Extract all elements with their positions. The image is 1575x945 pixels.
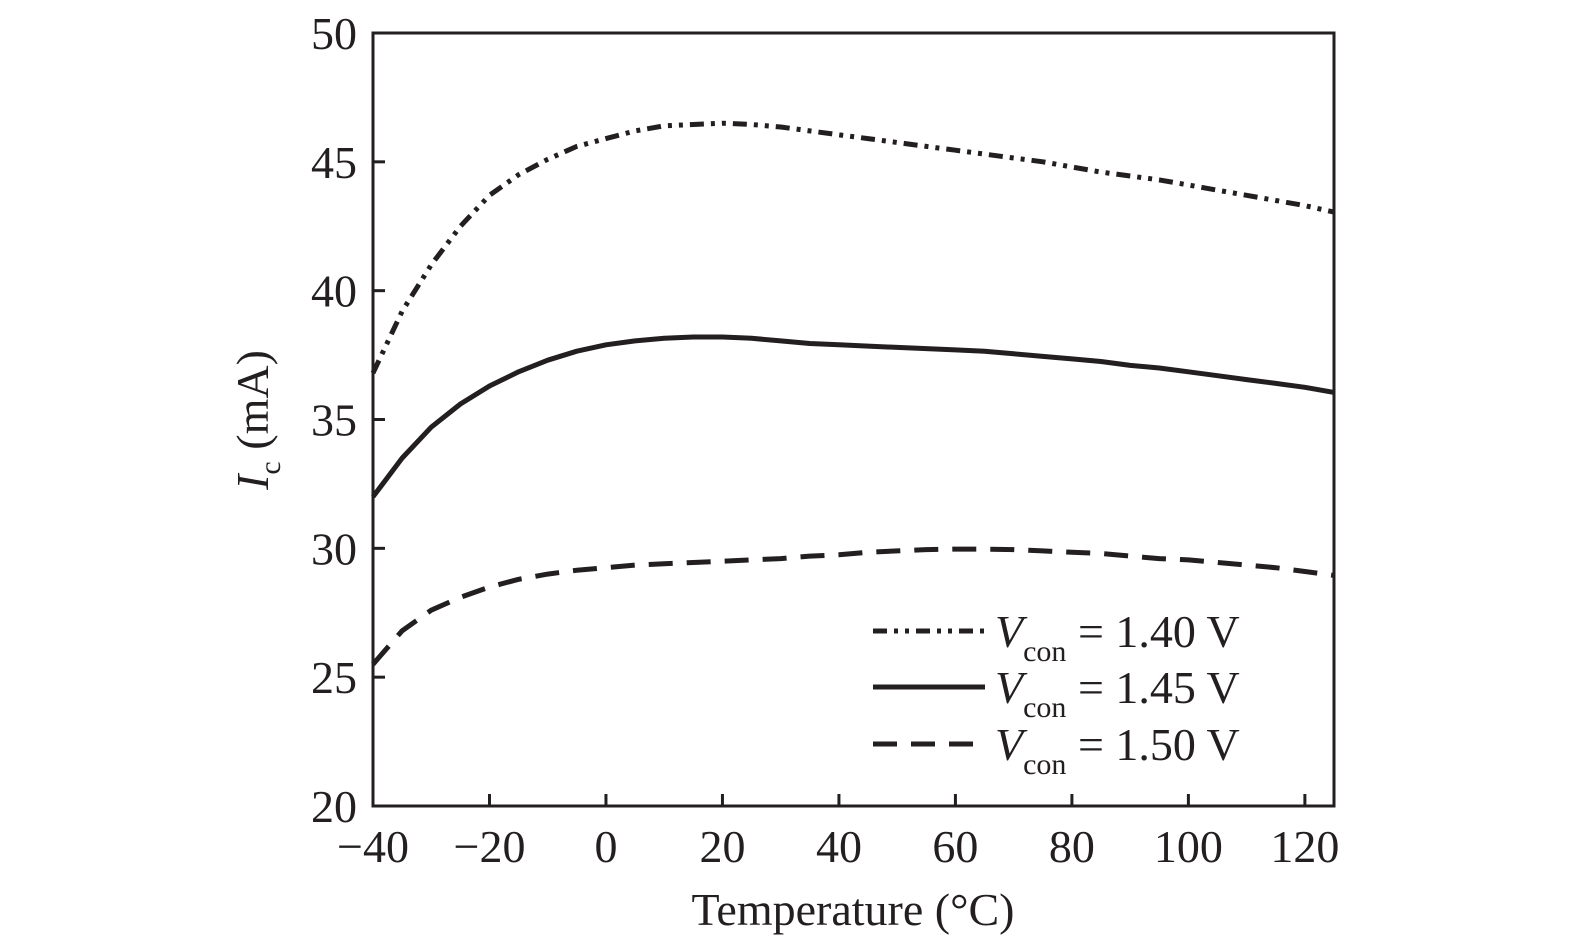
y-tick-label: 35 <box>311 395 357 446</box>
y-tick-label: 20 <box>311 781 357 832</box>
tick-labels: −40 −20 0 20 40 60 80 100 120 20 25 30 35 40 45 50 <box>311 8 1339 872</box>
x-tick-label: 120 <box>1270 821 1339 872</box>
y-axis-title-unit: (mA) <box>227 350 278 461</box>
plot-frame <box>371 31 1336 808</box>
y-tick-label: 30 <box>311 523 357 574</box>
x-tick-label: 60 <box>932 821 978 872</box>
x-tick-label: 80 <box>1049 821 1095 872</box>
y-tick-label: 40 <box>311 266 357 317</box>
y-tick-label: 45 <box>311 137 357 188</box>
data-series <box>370 120 1335 666</box>
x-tick-label: −20 <box>454 821 526 872</box>
y-tick-label: 50 <box>311 8 357 59</box>
y-tick-label: 25 <box>311 652 357 703</box>
axis-ticks <box>371 31 1307 808</box>
y-axis-title: Ic (mA) <box>227 350 287 491</box>
legend-label-1: Vcon = 1.40 V <box>995 606 1240 668</box>
legend-label-3: Vcon = 1.50 V <box>995 719 1240 781</box>
y-axis-title-subscript: c <box>254 461 287 474</box>
x-tick-label: −40 <box>337 821 409 872</box>
series-line-1 <box>370 120 1335 375</box>
x-tick-label: 20 <box>699 821 745 872</box>
x-axis-title: Temperature (°C) <box>692 884 1015 935</box>
x-tick-label: 40 <box>816 821 862 872</box>
y-axis-title-symbol: I <box>227 472 278 491</box>
series-line-3 <box>371 546 1335 666</box>
x-tick-label: 0 <box>594 821 617 872</box>
x-tick-label: 100 <box>1154 821 1223 872</box>
legend-label-2: Vcon = 1.45 V <box>995 662 1240 724</box>
series-line-2 <box>371 334 1335 499</box>
